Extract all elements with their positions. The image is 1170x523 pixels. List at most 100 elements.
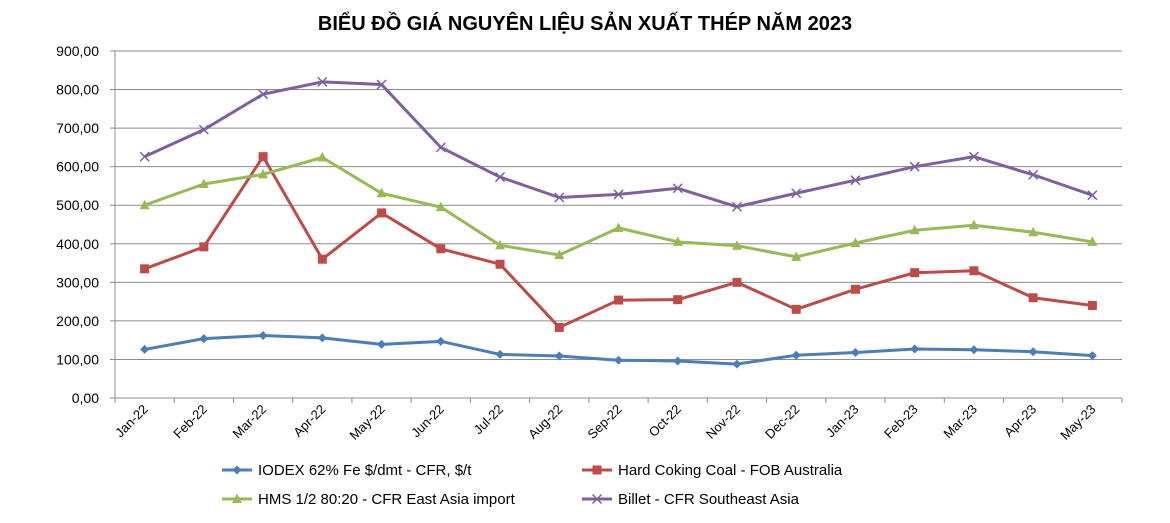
chart-title: BIỂU ĐỒ GIÁ NGUYÊN LIỆU SẢN XUẤT THÉP NĂ…	[318, 11, 852, 35]
data-point	[791, 350, 801, 360]
y-axis-ticks: 0,00 100,00 200,00 300,00 400,00 500,00 600,00…	[56, 43, 99, 406]
y-tick-label: 700,00	[56, 120, 99, 136]
data-point	[258, 89, 269, 100]
data-point	[909, 224, 920, 235]
x-tick-label: May-22	[346, 402, 387, 443]
data-point	[791, 251, 802, 261]
x-tick-label: Oct-22	[646, 402, 684, 440]
marker-stroke	[850, 175, 861, 186]
data-point	[376, 79, 387, 90]
data-point	[258, 168, 269, 179]
data-point	[317, 151, 328, 162]
data-point	[232, 465, 242, 475]
data-point	[554, 192, 565, 203]
x-tick-label: May-23	[1057, 402, 1098, 443]
legend-label: Billet - CFR Southeast Asia	[618, 491, 800, 508]
y-tick-label: 800,00	[56, 82, 99, 98]
data-point	[1087, 190, 1098, 201]
legend: IODEX 62% Fe $/dmt - CFR, $/t Hard Coking…	[222, 462, 843, 508]
data-point	[614, 295, 623, 305]
data-point	[139, 151, 150, 162]
x-tick-label: Feb-23	[881, 402, 921, 442]
legend-item: IODEX 62% Fe $/dmt - CFR, $/t	[222, 462, 472, 479]
y-tick-label: 0,00	[72, 390, 99, 406]
data-point	[140, 344, 150, 354]
data-point	[495, 259, 505, 269]
legend-item: Hard Coking Coal - FOB Australia	[582, 462, 843, 479]
data-point	[732, 277, 742, 287]
data-point	[910, 344, 920, 354]
data-point	[377, 339, 387, 349]
x-tick-label: Jan-22	[112, 402, 151, 441]
marker-stroke	[376, 79, 387, 90]
data-point	[850, 175, 861, 186]
marker-stroke	[435, 142, 446, 153]
data-point	[258, 331, 268, 341]
x-axis	[114, 51, 1123, 403]
legend-label: HMS 1/2 80:20 - CFR East Asia import	[258, 491, 516, 508]
data-point	[731, 201, 743, 212]
y-tick-label: 900,00	[56, 43, 99, 59]
legend-label: Hard Coking Coal - FOB Australia	[618, 462, 843, 479]
marker-stroke	[909, 161, 920, 172]
data-point	[198, 178, 209, 189]
x-tick-label: Jul-22	[470, 402, 506, 438]
data-point	[850, 348, 860, 358]
y-tick-label: 500,00	[56, 197, 99, 213]
data-point	[258, 152, 268, 162]
x-tick-label: Jun-22	[408, 402, 447, 441]
series-4	[139, 76, 1098, 212]
marker-stroke	[1087, 190, 1098, 201]
data-point	[791, 304, 801, 314]
x-tick-label: Jan-23	[823, 402, 862, 441]
data-point	[495, 349, 505, 359]
series-2	[140, 152, 1097, 332]
y-tick-label: 400,00	[56, 236, 99, 252]
data-point	[139, 199, 150, 210]
data-point	[1028, 226, 1039, 237]
data-point	[850, 284, 860, 294]
data-point	[495, 239, 506, 250]
series-3	[139, 151, 1098, 261]
data-point	[673, 356, 683, 366]
marker-stroke	[731, 201, 743, 212]
data-point	[732, 359, 742, 369]
x-tick-label: Nov-22	[703, 402, 743, 442]
data-point	[1028, 169, 1039, 180]
data-point	[672, 183, 683, 194]
data-point	[436, 336, 446, 346]
marker-stroke	[968, 151, 979, 162]
data-point	[199, 242, 209, 252]
series-line	[144, 155, 1093, 259]
data-point	[1087, 300, 1097, 310]
legend-label: IODEX 62% Fe $/dmt - CFR, $/t	[258, 462, 472, 479]
data-point	[614, 355, 623, 365]
data-point	[969, 345, 979, 355]
data-point	[199, 334, 209, 344]
data-point	[592, 465, 602, 475]
marker-stroke	[591, 493, 603, 505]
data-point	[494, 172, 506, 183]
data-point	[435, 142, 446, 153]
y-tick-label: 100,00	[56, 351, 99, 367]
data-point	[1028, 347, 1038, 357]
data-point	[140, 264, 150, 274]
data-point	[731, 240, 742, 250]
y-tick-label: 200,00	[56, 313, 99, 329]
data-point	[377, 208, 387, 218]
data-point	[1087, 236, 1098, 246]
x-tick-label: Apr-22	[290, 402, 328, 440]
data-point	[968, 151, 979, 162]
data-point	[910, 268, 920, 278]
marker-stroke	[613, 189, 624, 200]
x-tick-label: Aug-22	[525, 402, 565, 442]
data-point	[969, 266, 979, 276]
data-point	[435, 201, 446, 212]
x-tick-label: Mar-22	[229, 402, 269, 442]
data-point	[613, 189, 624, 200]
data-point	[613, 222, 624, 232]
series-line	[143, 80, 1093, 209]
y-tick-label: 600,00	[56, 159, 99, 175]
x-tick-label: Apr-23	[1001, 402, 1039, 440]
